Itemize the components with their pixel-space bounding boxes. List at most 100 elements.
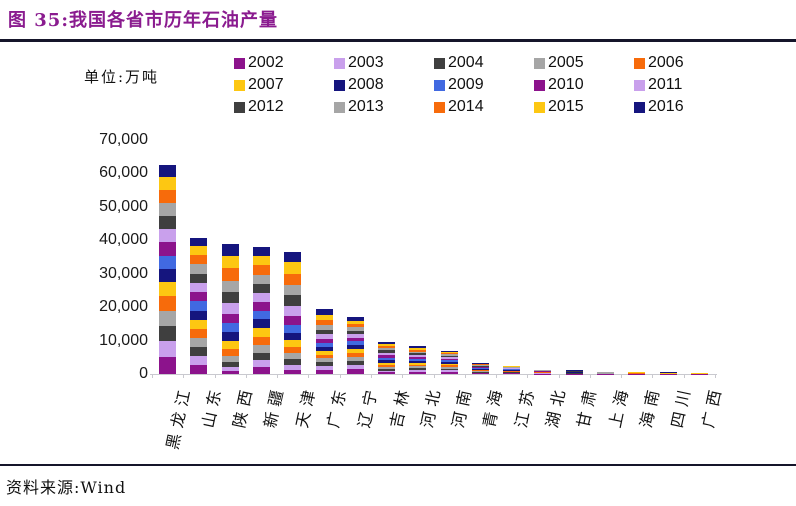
bar-segment xyxy=(409,351,427,354)
bar-segment xyxy=(409,347,427,350)
bar-segment xyxy=(471,364,489,366)
bar-stack-广东 xyxy=(315,308,333,374)
bar-segment xyxy=(159,242,177,256)
bar-stack-辽宁 xyxy=(346,317,364,374)
bar-segment xyxy=(190,329,208,339)
bar-segment xyxy=(315,365,333,370)
legend-swatch xyxy=(234,101,245,113)
bar-segment xyxy=(284,353,302,360)
bar-segment xyxy=(346,317,364,321)
chart-legend: 2002 2003 2004 2005 2006 2007 2008 2009 2010 2011… xyxy=(234,52,734,118)
legend-swatch xyxy=(334,101,345,113)
bar-segment xyxy=(315,351,333,355)
bar-segment xyxy=(190,264,208,274)
bar-segment xyxy=(284,340,302,347)
bar-segment xyxy=(378,348,396,351)
bar-segment xyxy=(159,176,177,190)
bar-segment xyxy=(315,319,333,325)
bar-segment xyxy=(190,319,208,330)
bar-segment xyxy=(471,371,489,372)
bar-segment xyxy=(471,371,489,373)
bar-segment xyxy=(346,344,364,349)
bar-segment xyxy=(190,301,208,311)
bar-segment xyxy=(346,356,364,361)
bar-segment xyxy=(315,343,333,348)
bar-segment xyxy=(378,343,396,346)
x-axis-category-label: 河北 xyxy=(417,382,445,430)
source-label: 资料来源:Wind xyxy=(6,478,127,497)
bar-segment xyxy=(346,352,364,357)
legend-year-label: 2013 xyxy=(348,98,384,115)
legend-item: 2010 xyxy=(534,74,634,96)
bar-segment xyxy=(221,366,239,371)
legend-item: 2006 xyxy=(634,52,734,74)
legend-year-label: 2005 xyxy=(548,54,584,71)
x-axis-category-label: 新疆 xyxy=(260,382,289,430)
bar-stack-吉林 xyxy=(378,341,396,374)
bar-segment xyxy=(252,301,270,311)
x-axis-category-label: 陕西 xyxy=(229,382,258,430)
legend-item: 2008 xyxy=(334,74,434,96)
bar-segment xyxy=(221,313,239,324)
bar-segment xyxy=(503,367,521,369)
legend-year-label: 2003 xyxy=(348,54,384,71)
bar-segment xyxy=(346,348,364,353)
bar-segment xyxy=(159,268,177,283)
bar-segment xyxy=(315,324,333,330)
bar-segment xyxy=(440,360,458,362)
bar-segment xyxy=(190,255,208,265)
bar-segment xyxy=(252,360,270,368)
x-axis-tick xyxy=(245,375,247,378)
bar-segment xyxy=(409,370,427,373)
y-axis-tick-label: 40,000 xyxy=(99,231,148,249)
x-axis-tick xyxy=(152,375,153,378)
bar-segment xyxy=(409,368,427,371)
bar-segment xyxy=(440,355,458,358)
bar-segment xyxy=(471,373,489,374)
bar-segment xyxy=(252,344,270,353)
bar-segment xyxy=(471,368,489,370)
legend-swatch xyxy=(234,79,245,91)
bar-segment xyxy=(221,348,239,356)
x-axis-tick xyxy=(402,375,404,378)
bar-segment xyxy=(190,282,208,293)
legend-item: 2015 xyxy=(534,96,634,118)
bar-segment xyxy=(190,237,208,246)
bar-segment xyxy=(159,255,177,269)
bar-segment xyxy=(252,318,270,328)
legend-year-label: 2008 xyxy=(348,76,384,93)
bar-stack-新疆 xyxy=(252,246,270,374)
bar-segment xyxy=(378,367,396,369)
legend-item: 2009 xyxy=(434,74,534,96)
bar-segment xyxy=(409,346,427,348)
bar-segment xyxy=(378,360,396,363)
legend-swatch xyxy=(434,79,445,91)
bar-segment xyxy=(284,295,302,306)
legend-item: 2011 xyxy=(634,74,734,96)
bar-segment xyxy=(159,164,177,177)
bar-segment xyxy=(315,338,333,344)
bar-segment xyxy=(284,273,302,285)
x-axis-category-label: 吉林 xyxy=(385,382,414,430)
legend-item: 2002 xyxy=(234,52,334,74)
bar-segment xyxy=(503,366,521,368)
x-axis-tick xyxy=(308,375,310,378)
bar-segment xyxy=(252,336,270,345)
bar-segment xyxy=(471,369,489,371)
bar-segment xyxy=(159,325,177,342)
x-axis-category-label: 天津 xyxy=(292,382,320,430)
x-axis-tick xyxy=(277,375,279,378)
bar-segment xyxy=(409,349,427,352)
bar-segment xyxy=(409,357,427,360)
bar-stack-山东 xyxy=(190,237,208,374)
y-axis-tick-label: 50,000 xyxy=(99,197,148,215)
y-axis-tick-label: 20,000 xyxy=(99,298,148,316)
bar-segment xyxy=(284,284,302,296)
bar-segment xyxy=(190,338,208,348)
legend-swatch xyxy=(434,57,445,69)
bar-segment xyxy=(315,358,333,362)
legend-year-label: 2009 xyxy=(448,76,484,93)
y-axis-tick-label: 0 xyxy=(139,365,148,382)
bar-segment xyxy=(284,369,302,374)
bar-segment xyxy=(440,365,458,367)
